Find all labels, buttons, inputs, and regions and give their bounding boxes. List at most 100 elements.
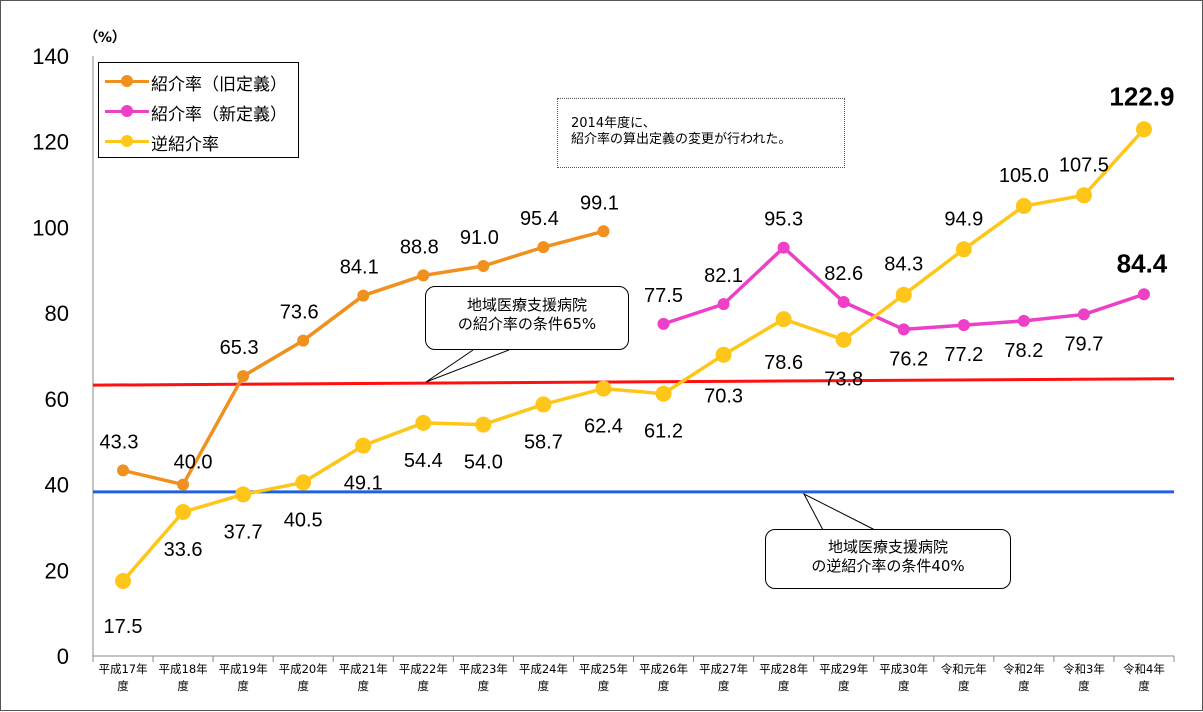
data-label: 76.2 xyxy=(889,348,928,370)
x-tick-label-suffix: 度 xyxy=(838,679,850,693)
x-tick-label: 平成17年 xyxy=(98,662,147,676)
legend-label: 紹介率（新定義） xyxy=(151,105,287,125)
data-label: 88.8 xyxy=(400,236,439,258)
data-label: 17.5 xyxy=(104,616,143,638)
legend-label: 逆紹介率 xyxy=(151,135,219,155)
data-point xyxy=(175,504,192,520)
x-tick-label-suffix: 度 xyxy=(418,679,430,693)
data-point xyxy=(715,346,732,363)
data-label: 95.3 xyxy=(764,209,803,231)
data-point xyxy=(1017,314,1030,327)
data-point xyxy=(835,331,852,348)
x-tick-label: 平成23年 xyxy=(459,662,508,676)
x-tick-label: 令和3年 xyxy=(1063,662,1105,676)
callout-line-1: 地域医療支援病院 xyxy=(827,538,948,556)
y-tick-label: 120 xyxy=(32,130,69,155)
callout-pointer xyxy=(802,492,876,531)
legend-swatch-marker xyxy=(121,105,133,117)
reference-line xyxy=(92,377,1175,387)
data-point xyxy=(655,385,672,402)
y-tick-label: 60 xyxy=(45,387,69,412)
data-label: 77.5 xyxy=(644,285,683,307)
note-line-2: 紹介率の算出定義の変更が行われた。 xyxy=(571,132,792,147)
data-point xyxy=(1075,187,1092,204)
callout-reverse-condition: 地域医療支援病院 の逆紹介率の条件40% xyxy=(765,529,1011,589)
data-point xyxy=(717,298,730,311)
data-label: 78.6 xyxy=(764,352,803,374)
data-label: 58.7 xyxy=(524,431,563,453)
data-label: 54.0 xyxy=(464,452,503,474)
data-label: 65.3 xyxy=(220,337,259,359)
legend-label: 紹介率（旧定義） xyxy=(151,75,287,95)
x-tick-label: 平成18年 xyxy=(159,662,208,676)
data-point xyxy=(177,478,190,491)
data-label: 73.6 xyxy=(280,302,319,324)
data-label: 82.6 xyxy=(824,263,863,285)
data-label: 79.7 xyxy=(1064,333,1103,355)
data-point xyxy=(415,414,432,431)
data-label: 37.7 xyxy=(224,521,263,543)
callout-line-2: の紹介率の条件65% xyxy=(457,315,597,333)
x-tick-label: 令和2年 xyxy=(1003,662,1045,676)
legend-swatch-marker xyxy=(121,75,133,87)
y-tick-label: 100 xyxy=(32,215,69,240)
data-point xyxy=(597,225,610,238)
data-point xyxy=(535,396,552,413)
data-point xyxy=(1077,308,1090,321)
data-point xyxy=(477,260,490,272)
data-label: 91.0 xyxy=(460,227,499,249)
data-label: 105.0 xyxy=(999,165,1049,187)
data-point xyxy=(295,474,312,491)
data-point xyxy=(895,286,912,303)
data-point xyxy=(595,380,612,397)
data-point xyxy=(235,486,252,503)
x-tick-label: 平成22年 xyxy=(399,662,448,676)
x-tick-label-suffix: 度 xyxy=(598,679,610,693)
data-label: 62.4 xyxy=(584,416,623,438)
x-tick-label-suffix: 度 xyxy=(658,679,670,693)
x-tick-label: 平成27年 xyxy=(699,662,748,676)
note-line-1: 2014年度に、 xyxy=(571,116,656,131)
x-tick-label: 令和元年 xyxy=(941,662,987,676)
x-tick-label: 平成26年 xyxy=(639,662,688,676)
data-label: 107.5 xyxy=(1059,154,1109,176)
data-point xyxy=(955,241,972,258)
y-tick-label: 40 xyxy=(45,473,69,498)
data-label: 43.3 xyxy=(100,431,139,453)
y-tick-label: 140 xyxy=(32,44,69,69)
x-tick-label-suffix: 度 xyxy=(358,679,370,693)
x-tick-label: 平成29年 xyxy=(819,662,868,676)
callout-line-1: 地域医療支援病院 xyxy=(466,296,587,314)
data-label: 84.1 xyxy=(340,257,379,279)
x-tick-label: 令和4年 xyxy=(1123,662,1165,676)
legend-item-reverse-referral: 逆紹介率 xyxy=(99,126,299,156)
data-label: 122.9 xyxy=(1109,81,1174,111)
y-tick-label: 0 xyxy=(57,644,69,669)
data-point xyxy=(237,370,250,383)
data-label: 61.2 xyxy=(644,421,683,443)
y-tick-label: 20 xyxy=(45,558,69,583)
data-point xyxy=(355,437,372,454)
x-tick-label-suffix: 度 xyxy=(538,679,550,693)
legend-item-referral-new: 紹介率（新定義） xyxy=(99,96,299,126)
data-point xyxy=(1137,288,1150,301)
data-point xyxy=(957,319,970,332)
legend-item-referral-old: 紹介率（旧定義） xyxy=(99,66,299,96)
data-label: 95.4 xyxy=(520,208,559,230)
callout-line-2: の逆紹介率の条件40% xyxy=(811,557,965,575)
legend-swatch-marker xyxy=(121,135,133,147)
x-tick-label-suffix: 度 xyxy=(898,679,910,693)
data-point xyxy=(1015,198,1032,214)
data-point xyxy=(897,323,910,336)
x-tick-label: 平成24年 xyxy=(519,662,568,676)
data-point xyxy=(1135,121,1152,138)
x-tick-label-suffix: 度 xyxy=(478,679,490,693)
data-label: 70.3 xyxy=(704,386,743,408)
data-label: 77.2 xyxy=(944,344,983,366)
data-point xyxy=(537,241,550,254)
data-point xyxy=(777,241,790,254)
x-tick-label-suffix: 度 xyxy=(1018,679,1030,693)
legend: 紹介率（旧定義） 紹介率（新定義） 逆紹介率 xyxy=(98,62,299,158)
callout-pointer xyxy=(425,349,510,383)
